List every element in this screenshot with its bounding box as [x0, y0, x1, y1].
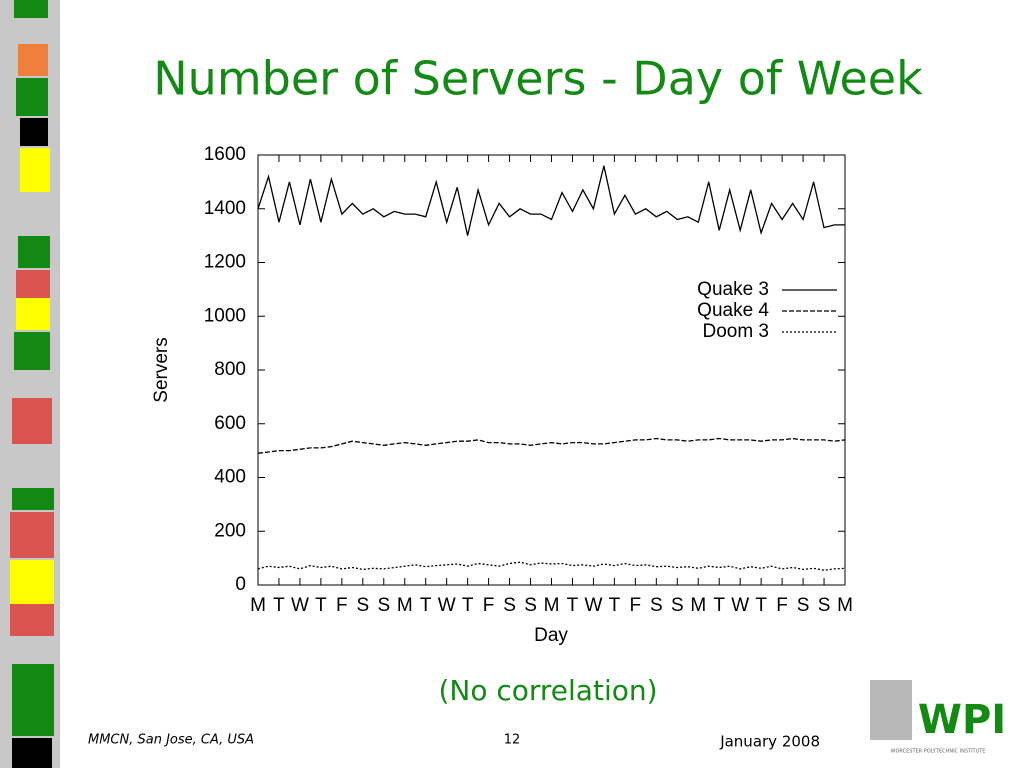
x-tick-label: S [650, 595, 663, 616]
series-line [257, 165, 845, 236]
side-stripe [0, 0, 60, 768]
x-axis-label: Day [534, 625, 568, 646]
series-line [257, 561, 846, 571]
x-tick-label: S [377, 595, 390, 616]
x-tick-label: T [567, 595, 579, 616]
x-tick-label: T [755, 595, 767, 616]
x-tick-label: T [315, 595, 327, 616]
x-tick-label: W [584, 595, 602, 616]
x-tick-label: T [273, 595, 285, 616]
logo: WPI [918, 697, 1006, 743]
x-tick-label: S [797, 595, 810, 616]
footer-left: MMCN, San Jose, CA, USA [88, 733, 254, 748]
x-tick-label: W [731, 595, 749, 616]
x-tick-label: F [776, 595, 788, 616]
logo-building [870, 680, 912, 740]
slide-title: Number of Servers - Day of Week [153, 52, 923, 106]
x-tick-label: T [713, 595, 725, 616]
x-tick-label: S [671, 595, 684, 616]
note: (No correlation) [438, 674, 657, 707]
y-tick-label: 1200 [204, 252, 246, 273]
x-tick-label: S [524, 595, 537, 616]
x-tick-label: T [609, 595, 621, 616]
x-tick-label: W [438, 595, 456, 616]
legend-label: Doom 3 [702, 321, 769, 342]
x-tick-label: M [690, 595, 706, 616]
x-tick-label: W [291, 595, 309, 616]
y-tick-label: 1000 [204, 305, 246, 326]
series-line [257, 437, 846, 454]
x-tick-label: M [544, 595, 560, 616]
x-tick-label: M [397, 595, 413, 616]
x-tick-label: S [503, 595, 516, 616]
y-tick-label: 200 [214, 520, 246, 541]
x-tick-label: T [462, 595, 474, 616]
legend-label: Quake 3 [697, 279, 769, 300]
legend-label: Quake 4 [697, 300, 769, 321]
x-tick-label: S [818, 595, 831, 616]
x-tick-label: M [837, 595, 853, 616]
y-tick-label: 1600 [204, 144, 246, 165]
footer-right: January 2008 [719, 733, 820, 751]
x-tick-label: T [420, 595, 432, 616]
y-tick-label: 400 [214, 467, 246, 488]
x-tick-label: F [630, 595, 642, 616]
y-tick-label: 600 [214, 413, 246, 434]
page-number: 12 [504, 733, 521, 748]
y-axis-label: Servers [151, 337, 172, 402]
x-tick-label: S [356, 595, 369, 616]
x-tick-label: F [483, 595, 495, 616]
x-tick-label: M [250, 595, 266, 616]
y-tick-label: 0 [235, 574, 246, 595]
logo-sub: WORCESTER POLYTECHNIC INSTITUTE [891, 749, 986, 755]
y-tick-label: 800 [214, 359, 246, 380]
x-tick-label: F [336, 595, 348, 616]
y-tick-label: 1400 [204, 198, 246, 219]
